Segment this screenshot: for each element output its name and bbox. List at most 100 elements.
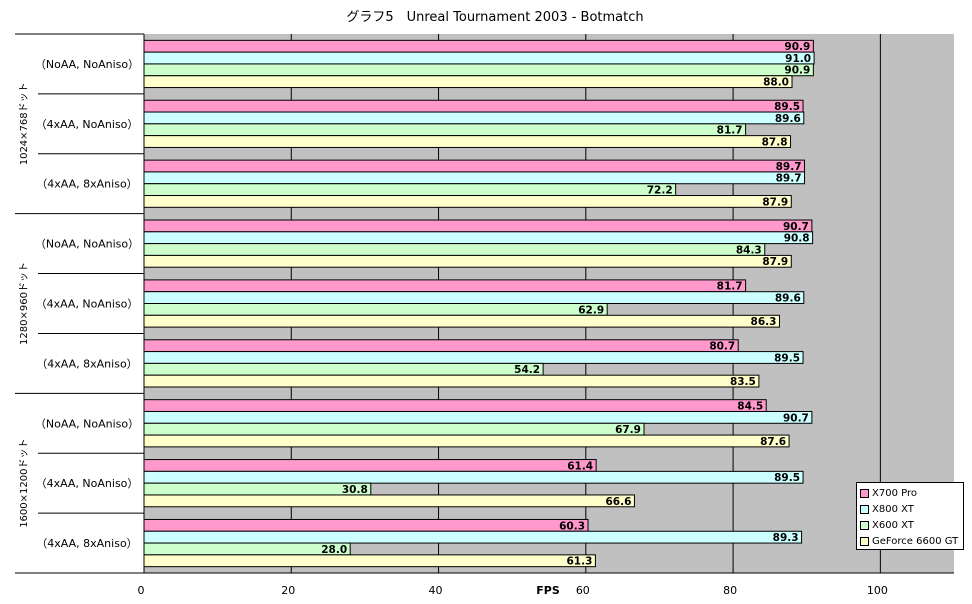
data-label: 90.8 [784, 233, 810, 245]
bar [143, 111, 805, 125]
data-label: 83.5 [730, 376, 756, 388]
data-label: 89.6 [775, 293, 801, 305]
data-label: 89.7 [776, 161, 802, 173]
legend: X700 Pro X800 XT X600 XT GeForce 6600 GT [856, 482, 964, 550]
bar [143, 339, 739, 353]
x-tick-label: 0 [138, 584, 145, 597]
bar [143, 219, 813, 233]
bar [143, 374, 760, 388]
category-label: （NoAA, NoAniso） [35, 417, 139, 430]
bar [143, 159, 806, 173]
category-label: （NoAA, NoAniso） [35, 58, 139, 71]
bar [143, 243, 766, 256]
data-label: 84.3 [736, 244, 762, 256]
data-label: 87.8 [762, 136, 788, 148]
data-label: 60.3 [559, 520, 585, 532]
bar [143, 63, 814, 77]
data-label: 67.9 [615, 424, 641, 436]
data-label: 89.7 [776, 173, 802, 185]
bar [143, 530, 803, 544]
group-labels: 1024×768ドット 1280×960ドット 1600×1200ドット [19, 82, 30, 527]
legend-item: X700 Pro [860, 485, 963, 501]
x-tick-label: 60 [576, 584, 590, 597]
bar [143, 351, 804, 364]
chart-title: グラフ5 Unreal Tournament 2003 - Botmatch [346, 10, 643, 25]
legend-label: X700 Pro [872, 487, 917, 499]
bar [143, 39, 814, 53]
x-tick-label: 80 [723, 584, 737, 597]
data-label: 88.0 [763, 77, 789, 89]
legend-item: X600 XT [860, 517, 963, 533]
data-label: 61.3 [566, 556, 592, 568]
category-label: （4xAA, 8xAniso） [36, 537, 137, 550]
legend-swatch [860, 488, 869, 498]
x-tick-label: 20 [281, 584, 295, 597]
legend-label: GeForce 6600 GT [872, 535, 959, 547]
category-label: （4xAA, NoAniso） [36, 298, 139, 311]
bar [143, 542, 351, 556]
bar [143, 231, 814, 245]
bar [143, 99, 804, 113]
bar [143, 75, 793, 89]
bar [143, 171, 806, 185]
bar [143, 362, 544, 376]
category-label: （4xAA, NoAniso） [36, 477, 139, 490]
category-label: （4xAA, NoAniso） [36, 118, 139, 131]
category-labels: （NoAA, NoAniso） （4xAA, NoAniso） （4xAA, 8xA… [35, 58, 139, 550]
data-label: 54.2 [514, 364, 540, 376]
x-tick-label: 40 [429, 584, 443, 597]
bar [143, 135, 792, 148]
legend-swatch [860, 504, 869, 514]
data-label: 81.7 [717, 125, 743, 137]
bar [143, 422, 645, 436]
bar [143, 51, 815, 65]
legend-label: X600 XT [872, 519, 914, 531]
legend-item: GeForce 6600 GT [860, 533, 963, 549]
bar [143, 399, 767, 412]
bar [143, 254, 792, 268]
data-label: 61.4 [567, 460, 593, 472]
category-label: （4xAA, 8xAniso） [36, 357, 137, 370]
group-label: 1600×1200ドット [19, 439, 30, 528]
axes [15, 33, 954, 574]
data-label: 66.6 [605, 496, 631, 508]
bar [143, 183, 677, 197]
data-label: 62.9 [578, 304, 604, 316]
data-label: 90.7 [783, 221, 809, 233]
bar [143, 303, 608, 316]
bar [143, 494, 635, 508]
x-axis-label: FPS [536, 584, 560, 597]
category-label: （NoAA, NoAniso） [35, 238, 139, 251]
x-tick-label: 100 [867, 584, 888, 597]
bars [143, 39, 815, 568]
data-label: 90.9 [784, 65, 810, 77]
bar [143, 482, 372, 496]
legend-item: X800 XT [860, 501, 963, 517]
bar [143, 470, 804, 484]
data-label: 72.2 [647, 185, 673, 197]
data-label: 86.3 [751, 316, 777, 328]
bar [143, 123, 747, 137]
category-label: （4xAA, 8xAniso） [36, 178, 137, 191]
data-label: 87.6 [760, 436, 786, 448]
bar [143, 459, 597, 472]
data-label: 89.3 [773, 532, 799, 544]
data-label: 90.7 [783, 412, 809, 424]
value-labels: 90.991.090.988.089.589.681.787.889.789.7… [321, 41, 811, 568]
bar [143, 518, 589, 532]
data-label: 89.5 [774, 472, 800, 484]
data-label: 80.7 [709, 341, 735, 353]
bar [143, 434, 790, 448]
legend-swatch [860, 536, 869, 546]
bar [143, 279, 747, 293]
data-label: 87.9 [762, 196, 788, 208]
group-label: 1024×768ドット [19, 82, 30, 165]
bar [143, 291, 805, 305]
bar [143, 410, 813, 424]
legend-label: X800 XT [872, 503, 914, 515]
data-label: 91.0 [785, 53, 811, 65]
data-label: 89.6 [775, 113, 801, 125]
group-label: 1280×960ドット [19, 262, 30, 345]
data-label: 90.9 [784, 41, 810, 53]
data-label: 89.5 [774, 352, 800, 364]
